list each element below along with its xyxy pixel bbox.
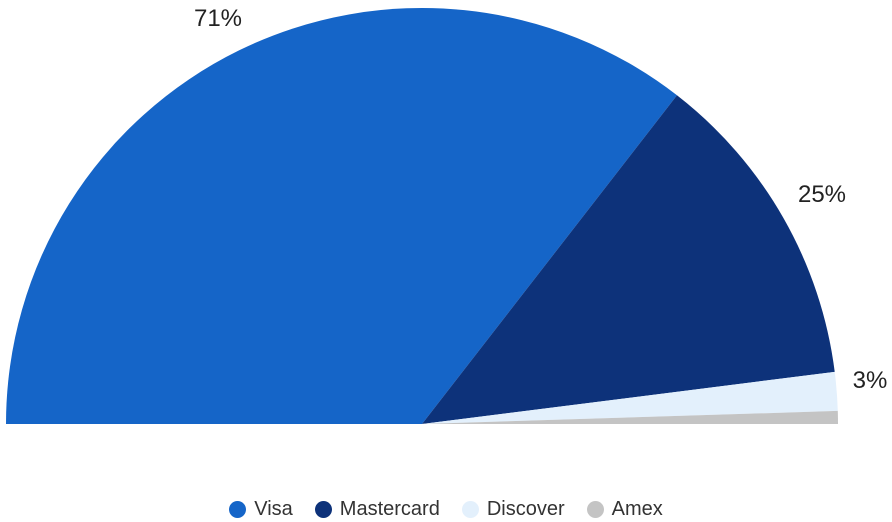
legend-label: Amex [611, 498, 663, 520]
legend-item-mastercard[interactable]: Mastercard [314, 498, 440, 521]
legend-swatch [586, 501, 604, 518]
legend-label: Visa [254, 498, 293, 520]
slice-visa[interactable] [6, 7, 677, 424]
slice-discover[interactable] [422, 371, 838, 424]
legend-label: Mastercard [339, 498, 440, 520]
semi-pie-chart: 71% 25% 3% [6, 5, 888, 424]
slice-mastercard[interactable] [422, 95, 835, 424]
legend: Visa Mastercard Discover Amex [0, 498, 892, 521]
data-label-visa: 71% [194, 5, 242, 32]
legend-item-visa[interactable]: Visa [229, 498, 293, 521]
legend-swatch [314, 501, 332, 518]
legend-item-discover[interactable]: Discover [461, 498, 565, 521]
data-label-mastercard: 25% [798, 181, 846, 208]
legend-label: Discover [486, 498, 565, 520]
legend-item-amex[interactable]: Amex [586, 498, 663, 521]
slice-amex[interactable] [422, 410, 838, 424]
legend-swatch [229, 501, 247, 518]
legend-swatch [461, 501, 479, 518]
data-label-discover: 3% [853, 367, 888, 394]
